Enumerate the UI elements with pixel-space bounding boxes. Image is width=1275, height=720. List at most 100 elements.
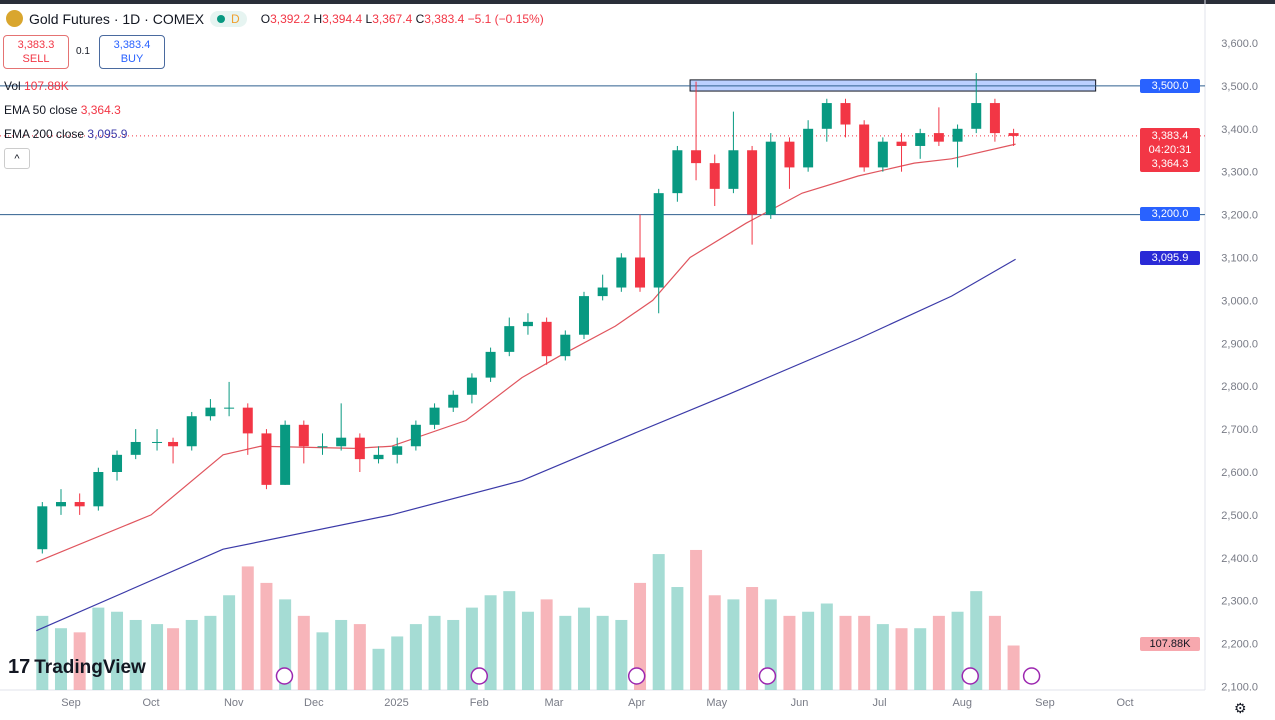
volume-bar bbox=[858, 615, 871, 690]
x-tick-label: Feb bbox=[470, 697, 489, 709]
candle-body bbox=[336, 437, 347, 447]
candle-body bbox=[485, 351, 496, 378]
candle-body bbox=[74, 502, 85, 507]
ema50-line bbox=[36, 143, 1016, 563]
x-tick-label: Dec bbox=[304, 697, 324, 709]
x-tick-label: 2025 bbox=[384, 697, 408, 709]
candle-body bbox=[616, 257, 627, 288]
volume-bar bbox=[671, 587, 684, 690]
volume-bar bbox=[951, 611, 964, 690]
x-tick-label: Nov bbox=[224, 697, 244, 709]
volume-bar bbox=[447, 619, 460, 690]
x-tick-label: Mar bbox=[544, 697, 563, 709]
candle-body bbox=[466, 377, 477, 395]
candle-body bbox=[152, 441, 163, 443]
event-marker-icon bbox=[961, 667, 979, 685]
market-open-dot-icon bbox=[217, 14, 226, 23]
y-tick-label: 3,100.0 bbox=[1221, 253, 1258, 265]
candle-body bbox=[691, 150, 702, 164]
y-tick-label: 3,200.0 bbox=[1221, 210, 1258, 222]
candle-body bbox=[261, 433, 272, 485]
symbol-title[interactable]: Gold Futures · 1D · COMEX bbox=[29, 10, 205, 27]
ema50-legend[interactable]: EMA 50 close 3,364.3 bbox=[4, 103, 121, 117]
volume-bar bbox=[1007, 645, 1020, 690]
candle-body bbox=[93, 472, 104, 507]
candle-body bbox=[896, 141, 907, 146]
ohlc-values: O3,392.2 H3,394.4 L3,367.4 C3,383.4 −5.1… bbox=[260, 11, 544, 26]
volume-bar bbox=[802, 611, 815, 690]
candle-body bbox=[373, 454, 384, 460]
candle-body bbox=[522, 321, 533, 327]
lightning-event-icon bbox=[1022, 667, 1041, 685]
candle-body bbox=[803, 128, 814, 168]
volume-bar bbox=[316, 632, 329, 690]
volume-bar bbox=[615, 619, 628, 690]
x-tick-label: May bbox=[706, 697, 727, 709]
candle-body bbox=[765, 141, 776, 215]
candle-body bbox=[672, 150, 683, 194]
volume-bar bbox=[204, 615, 217, 690]
candle-body bbox=[317, 446, 328, 448]
candle-body bbox=[747, 150, 758, 215]
settings-gear-icon[interactable]: ⚙ bbox=[1234, 700, 1247, 716]
candle-body bbox=[112, 454, 123, 472]
candle-body bbox=[504, 326, 515, 352]
y-tick-label: 2,600.0 bbox=[1221, 467, 1258, 479]
tv-mark-icon: 17 bbox=[8, 656, 31, 678]
volume-bar bbox=[932, 615, 945, 690]
market-status-badge[interactable]: D bbox=[210, 10, 247, 27]
candle-body bbox=[429, 407, 440, 425]
candle-body bbox=[728, 150, 739, 189]
candle-body bbox=[877, 141, 888, 168]
volume-tag: 107.88K bbox=[1140, 637, 1200, 651]
y-tick-label: 2,800.0 bbox=[1221, 381, 1258, 393]
x-tick-label: Apr bbox=[628, 697, 645, 709]
y-tick-label: 2,900.0 bbox=[1221, 338, 1258, 350]
volume-bar bbox=[372, 648, 385, 690]
volume-bar bbox=[428, 615, 441, 690]
sell-button[interactable]: 3,383.3 SELL bbox=[3, 35, 69, 69]
candle-body bbox=[410, 424, 421, 447]
candle-body bbox=[541, 321, 552, 357]
candle-body bbox=[933, 133, 944, 142]
candle-body bbox=[242, 407, 253, 434]
volume-bar bbox=[241, 566, 254, 690]
symbol-legend: Gold Futures · 1D · COMEX D O3,392.2 H3,… bbox=[6, 10, 544, 27]
volume-bar bbox=[895, 628, 908, 690]
ema200-line bbox=[36, 258, 1016, 632]
volume-bar bbox=[970, 591, 983, 690]
candle-body bbox=[560, 334, 571, 357]
tradingview-logo[interactable]: 17 TradingView bbox=[8, 656, 146, 678]
buy-button[interactable]: 3,383.4 BUY bbox=[99, 35, 165, 69]
x-tick-label: Aug bbox=[952, 697, 972, 709]
y-tick-label: 2,100.0 bbox=[1221, 682, 1258, 694]
event-marker-icon bbox=[275, 667, 294, 685]
ema200-legend[interactable]: EMA 200 close 3,095.9 bbox=[4, 127, 128, 141]
volume-bar bbox=[297, 615, 310, 690]
volume-bar bbox=[36, 615, 49, 690]
volume-bar bbox=[223, 595, 236, 690]
volume-bar bbox=[577, 607, 590, 690]
volume-legend[interactable]: Vol 107.88K bbox=[4, 79, 69, 93]
y-tick-label: 2,400.0 bbox=[1221, 553, 1258, 565]
volume-bar bbox=[353, 624, 366, 690]
candle-body bbox=[578, 296, 589, 335]
gold-coin-icon bbox=[6, 10, 23, 27]
chevron-up-icon[interactable]: ^ bbox=[4, 148, 30, 169]
volume-bar bbox=[185, 619, 198, 690]
x-tick-label: Jul bbox=[872, 697, 886, 709]
volume-bar bbox=[596, 615, 609, 690]
volume-bar bbox=[652, 554, 665, 690]
volume-bar bbox=[503, 591, 516, 690]
candle-body bbox=[653, 193, 664, 288]
candle-body bbox=[37, 506, 48, 550]
y-tick-label: 3,500.0 bbox=[1221, 81, 1258, 93]
y-tick-label: 2,200.0 bbox=[1221, 639, 1258, 651]
candle-body bbox=[205, 407, 216, 417]
volume-bar bbox=[876, 624, 889, 690]
candle-body bbox=[448, 394, 459, 408]
spread-value: 0.1 bbox=[76, 46, 90, 57]
volume-bar bbox=[746, 587, 759, 690]
candle-body bbox=[55, 502, 66, 507]
